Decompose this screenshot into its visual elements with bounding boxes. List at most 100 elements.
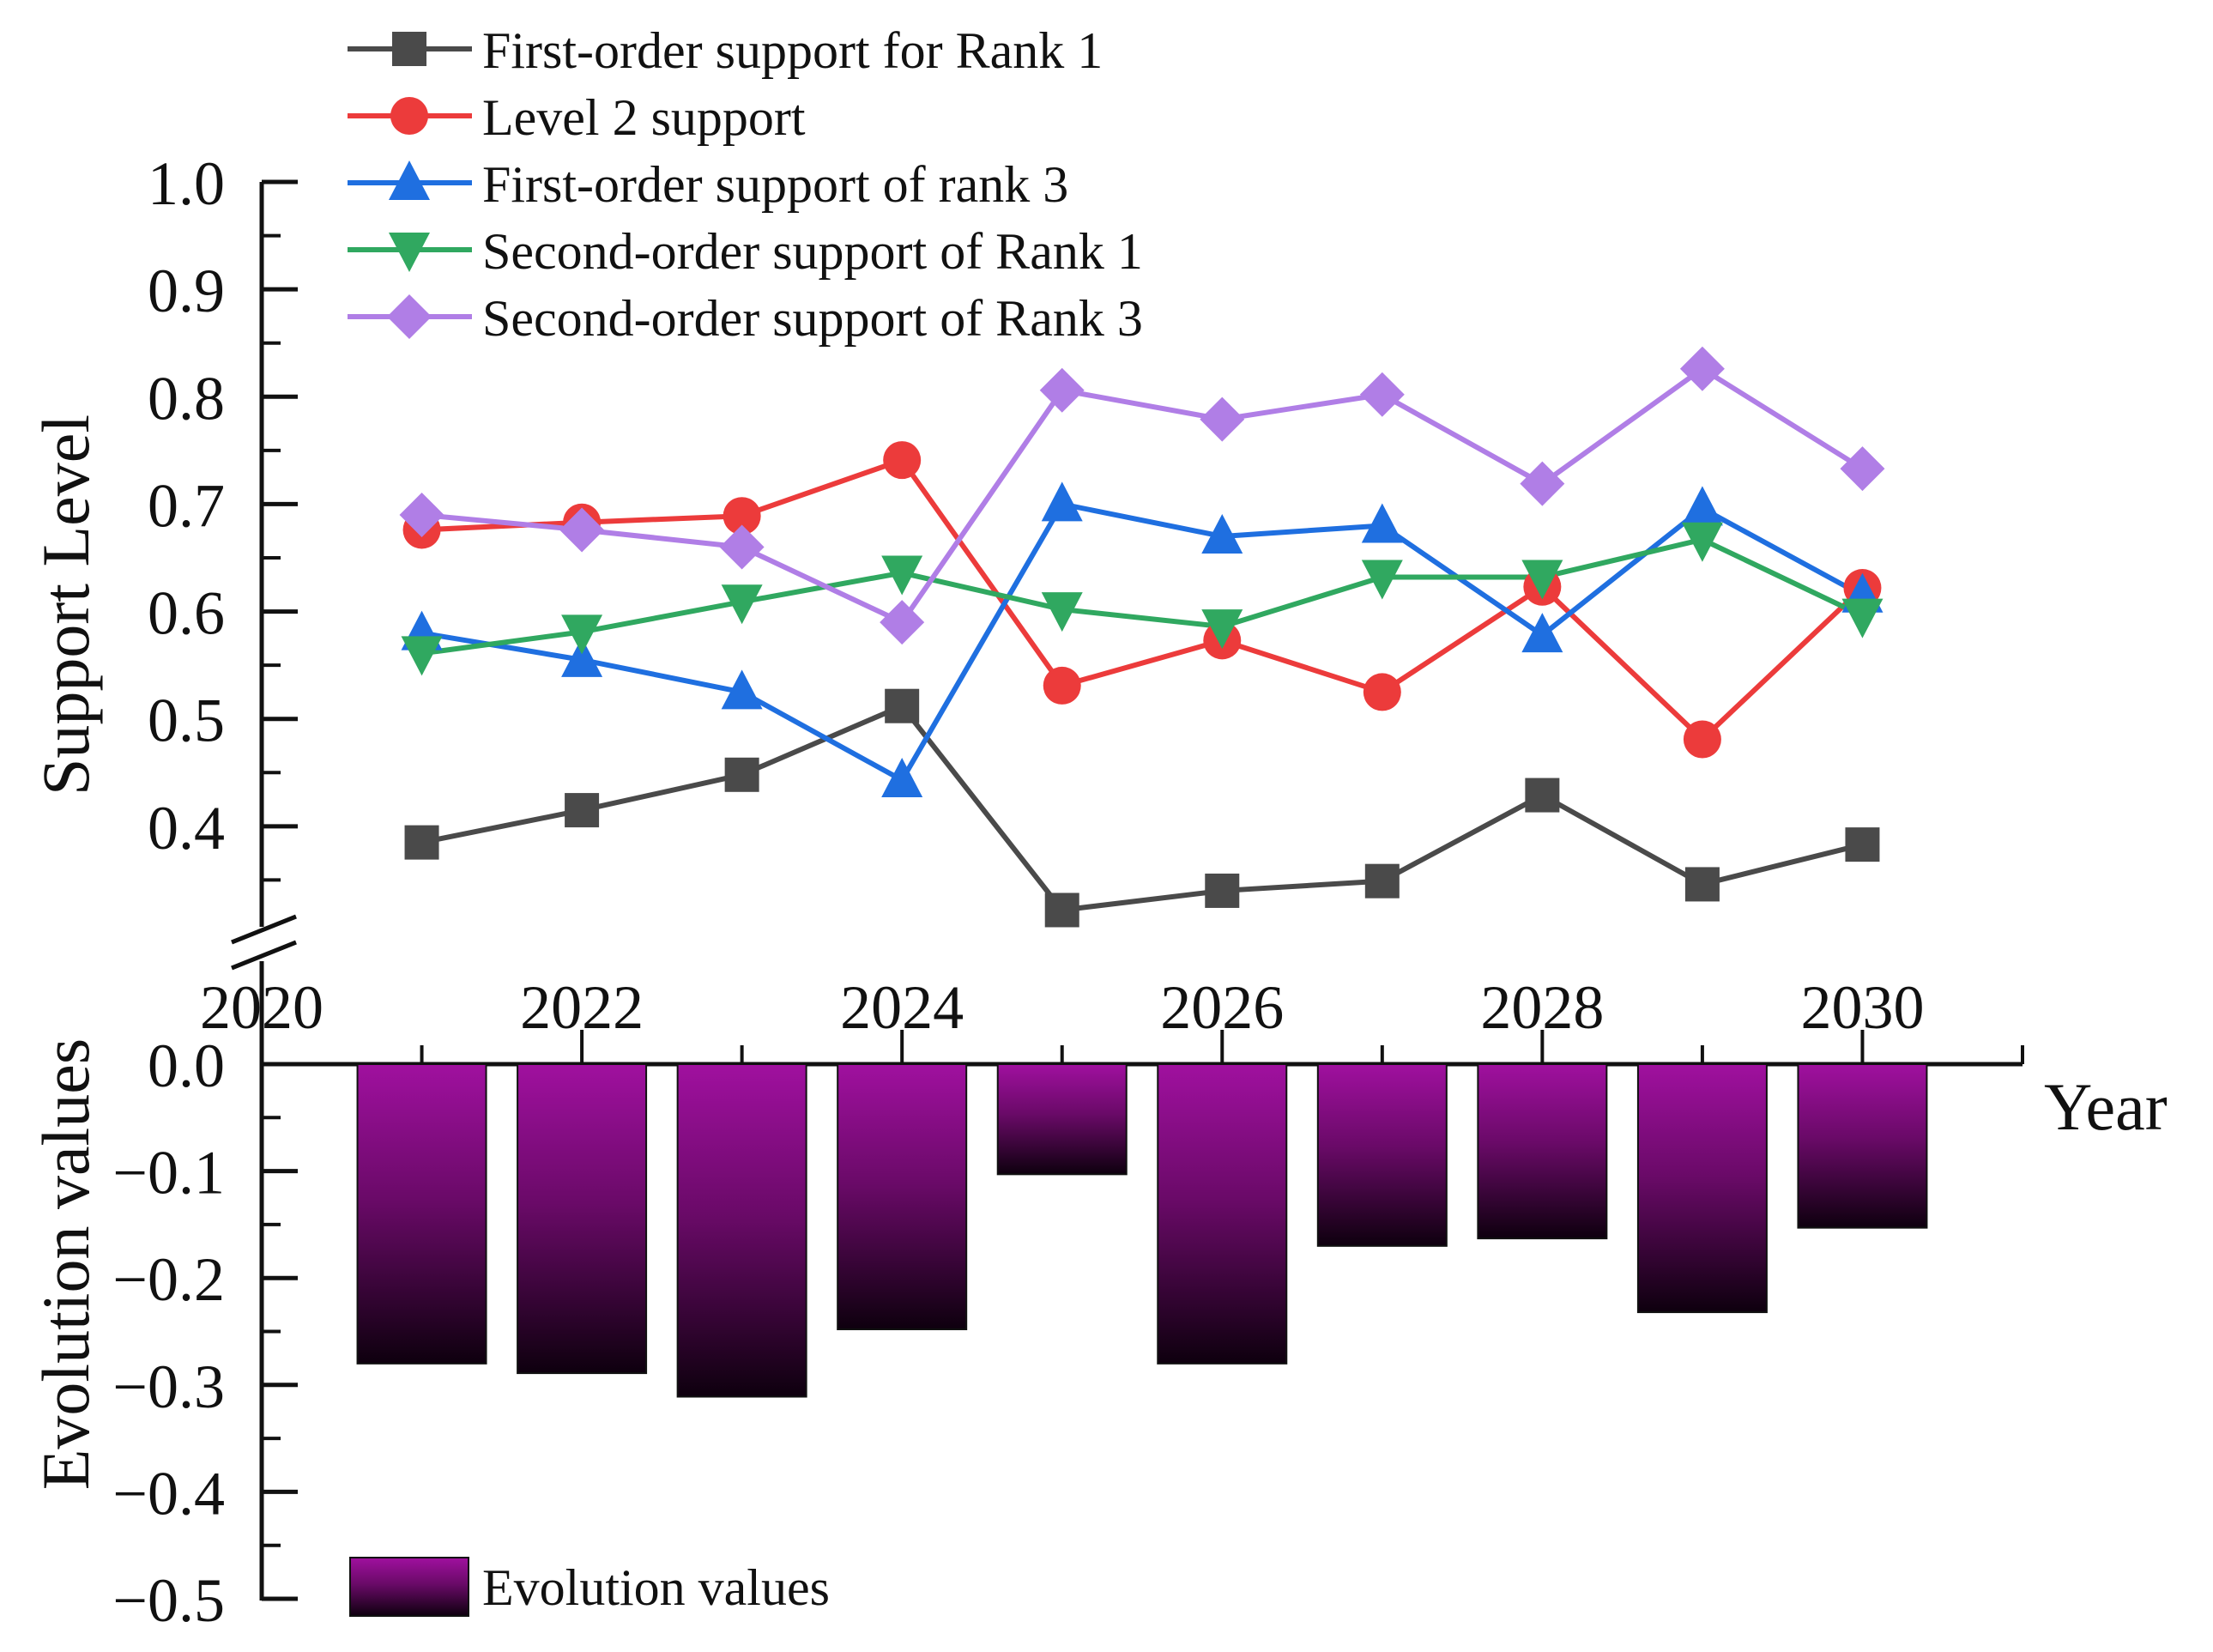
evolution-bar — [1797, 1063, 1928, 1229]
x-tick-label: 2026 — [1160, 973, 1284, 1042]
legend-marker-1 — [392, 32, 426, 66]
series-3-point — [1361, 503, 1403, 543]
legend-marker-3 — [389, 160, 430, 200]
series-1-point — [1364, 863, 1400, 899]
x-tick-label: 2030 — [1800, 973, 1924, 1042]
series-1-point — [404, 825, 439, 860]
top-y-tick-label: 0.7 — [148, 471, 225, 540]
evolution-bar — [996, 1063, 1128, 1176]
series-4-point — [1041, 592, 1083, 632]
series-5-point — [1520, 461, 1565, 506]
series-3-point — [1521, 613, 1563, 653]
series-line-4 — [421, 536, 1864, 657]
series-4-point — [401, 636, 443, 676]
series-4-point — [1521, 560, 1563, 600]
series-2-point — [1363, 673, 1401, 711]
bar-legend-swatch — [349, 1557, 469, 1617]
support-lines — [420, 366, 1865, 913]
x-tick-label: 2024 — [840, 973, 964, 1042]
series-5-point — [1039, 367, 1085, 413]
evolution-bar — [1157, 1063, 1288, 1365]
support-markers — [399, 346, 1885, 928]
series-5-point — [559, 507, 605, 553]
series-5-point — [719, 524, 765, 570]
evolution-bar — [356, 1063, 487, 1365]
series-1-point — [1525, 778, 1560, 813]
evolution-bars — [356, 1063, 1928, 1398]
axis-break-mark — [231, 940, 297, 971]
series-4-point — [1841, 598, 1883, 638]
top-y-tick-label: 0.9 — [148, 257, 225, 325]
series-5-point — [399, 492, 444, 537]
legend-marker-4 — [389, 233, 430, 272]
axis-labels: Support Level Evolution values Year — [28, 415, 2168, 1490]
series-5-point — [1840, 446, 1885, 492]
series-2-point — [1043, 666, 1081, 705]
legend: First-order support for Rank 1 Level 2 su… — [348, 22, 1143, 347]
axes: 0.4 0.5 0.6 0.7 0.8 0.9 1.0 0.0 −0.1 −0.2 −0.3 −0.4… — [112, 149, 2024, 1635]
legend-label-2: Level 2 support — [482, 89, 806, 146]
series-5-point — [1359, 372, 1405, 417]
series-1-point — [885, 688, 920, 723]
series-4-point — [1681, 522, 1723, 562]
top-y-tick-label: 0.8 — [148, 364, 225, 433]
evolution-bar — [517, 1063, 648, 1375]
series-4-point — [1361, 560, 1403, 600]
series-2-point — [723, 497, 761, 536]
series-3-point — [721, 669, 763, 710]
axis-break-mark — [231, 914, 297, 945]
series-4-point — [561, 614, 603, 655]
bottom-y-tick-label: −0.1 — [112, 1139, 225, 1207]
series-1-point — [1044, 893, 1079, 928]
top-y-tick-label: 0.6 — [148, 579, 225, 648]
series-3-point — [561, 637, 603, 677]
evolution-bar — [1316, 1063, 1448, 1247]
legend-label-4: Second-order support of Rank 1 — [482, 223, 1143, 280]
legend-label-5: Second-order support of Rank 3 — [482, 290, 1143, 347]
series-1-point — [724, 757, 759, 792]
series-5-point — [880, 600, 925, 645]
evolution-bar — [837, 1063, 968, 1331]
series-4-point — [1201, 609, 1243, 650]
legend-label-3: First-order support of rank 3 — [482, 156, 1068, 213]
top-y-tick-label: 0.4 — [148, 794, 225, 862]
series-line-5 — [421, 366, 1865, 626]
series-1-point — [565, 793, 600, 828]
legend-marker-2 — [390, 97, 428, 135]
series-1-point — [1684, 867, 1720, 902]
series-5-point — [1200, 396, 1245, 442]
series-3-point — [1681, 486, 1723, 526]
legend-marker-5 — [387, 294, 432, 339]
evolution-bar — [676, 1063, 807, 1398]
series-5-point — [1679, 346, 1725, 391]
series-3-point — [881, 758, 923, 798]
series-line-1 — [420, 703, 1864, 913]
series-line-3 — [421, 501, 1864, 784]
legend-label-1: First-order support for Rank 1 — [482, 22, 1103, 79]
evolution-bar — [1636, 1063, 1768, 1314]
x-tick-label: 2022 — [520, 973, 644, 1042]
top-y-tick-label: 0.5 — [148, 687, 225, 755]
bottom-y-tick-label: −0.5 — [112, 1566, 225, 1635]
x-tick-label: 2020 — [200, 973, 323, 1042]
series-2-point — [1683, 720, 1721, 759]
series-4-point — [881, 555, 923, 596]
top-y-tick-label: 1.0 — [148, 149, 225, 218]
bottom-y-tick-label: −0.4 — [112, 1459, 225, 1528]
series-3-point — [1201, 513, 1243, 554]
x-tick-label: 2028 — [1480, 973, 1604, 1042]
evolution-bar — [1477, 1063, 1608, 1240]
bottom-y-tick-label: −0.3 — [112, 1352, 225, 1421]
bar-legend: Evolution values — [349, 1557, 830, 1617]
bar-legend-label: Evolution values — [482, 1559, 830, 1616]
series-1-point — [1845, 827, 1880, 862]
bottom-y-tick-label: −0.2 — [112, 1245, 225, 1314]
series-4-point — [721, 584, 763, 625]
y-axis-title-evolution: Evolution values — [28, 1038, 103, 1490]
series-3-point — [1041, 481, 1083, 522]
series-line-2 — [421, 457, 1865, 742]
bottom-y-tick-label: 0.0 — [148, 1032, 225, 1100]
series-1-point — [1205, 873, 1240, 908]
series-2-point — [883, 441, 922, 480]
